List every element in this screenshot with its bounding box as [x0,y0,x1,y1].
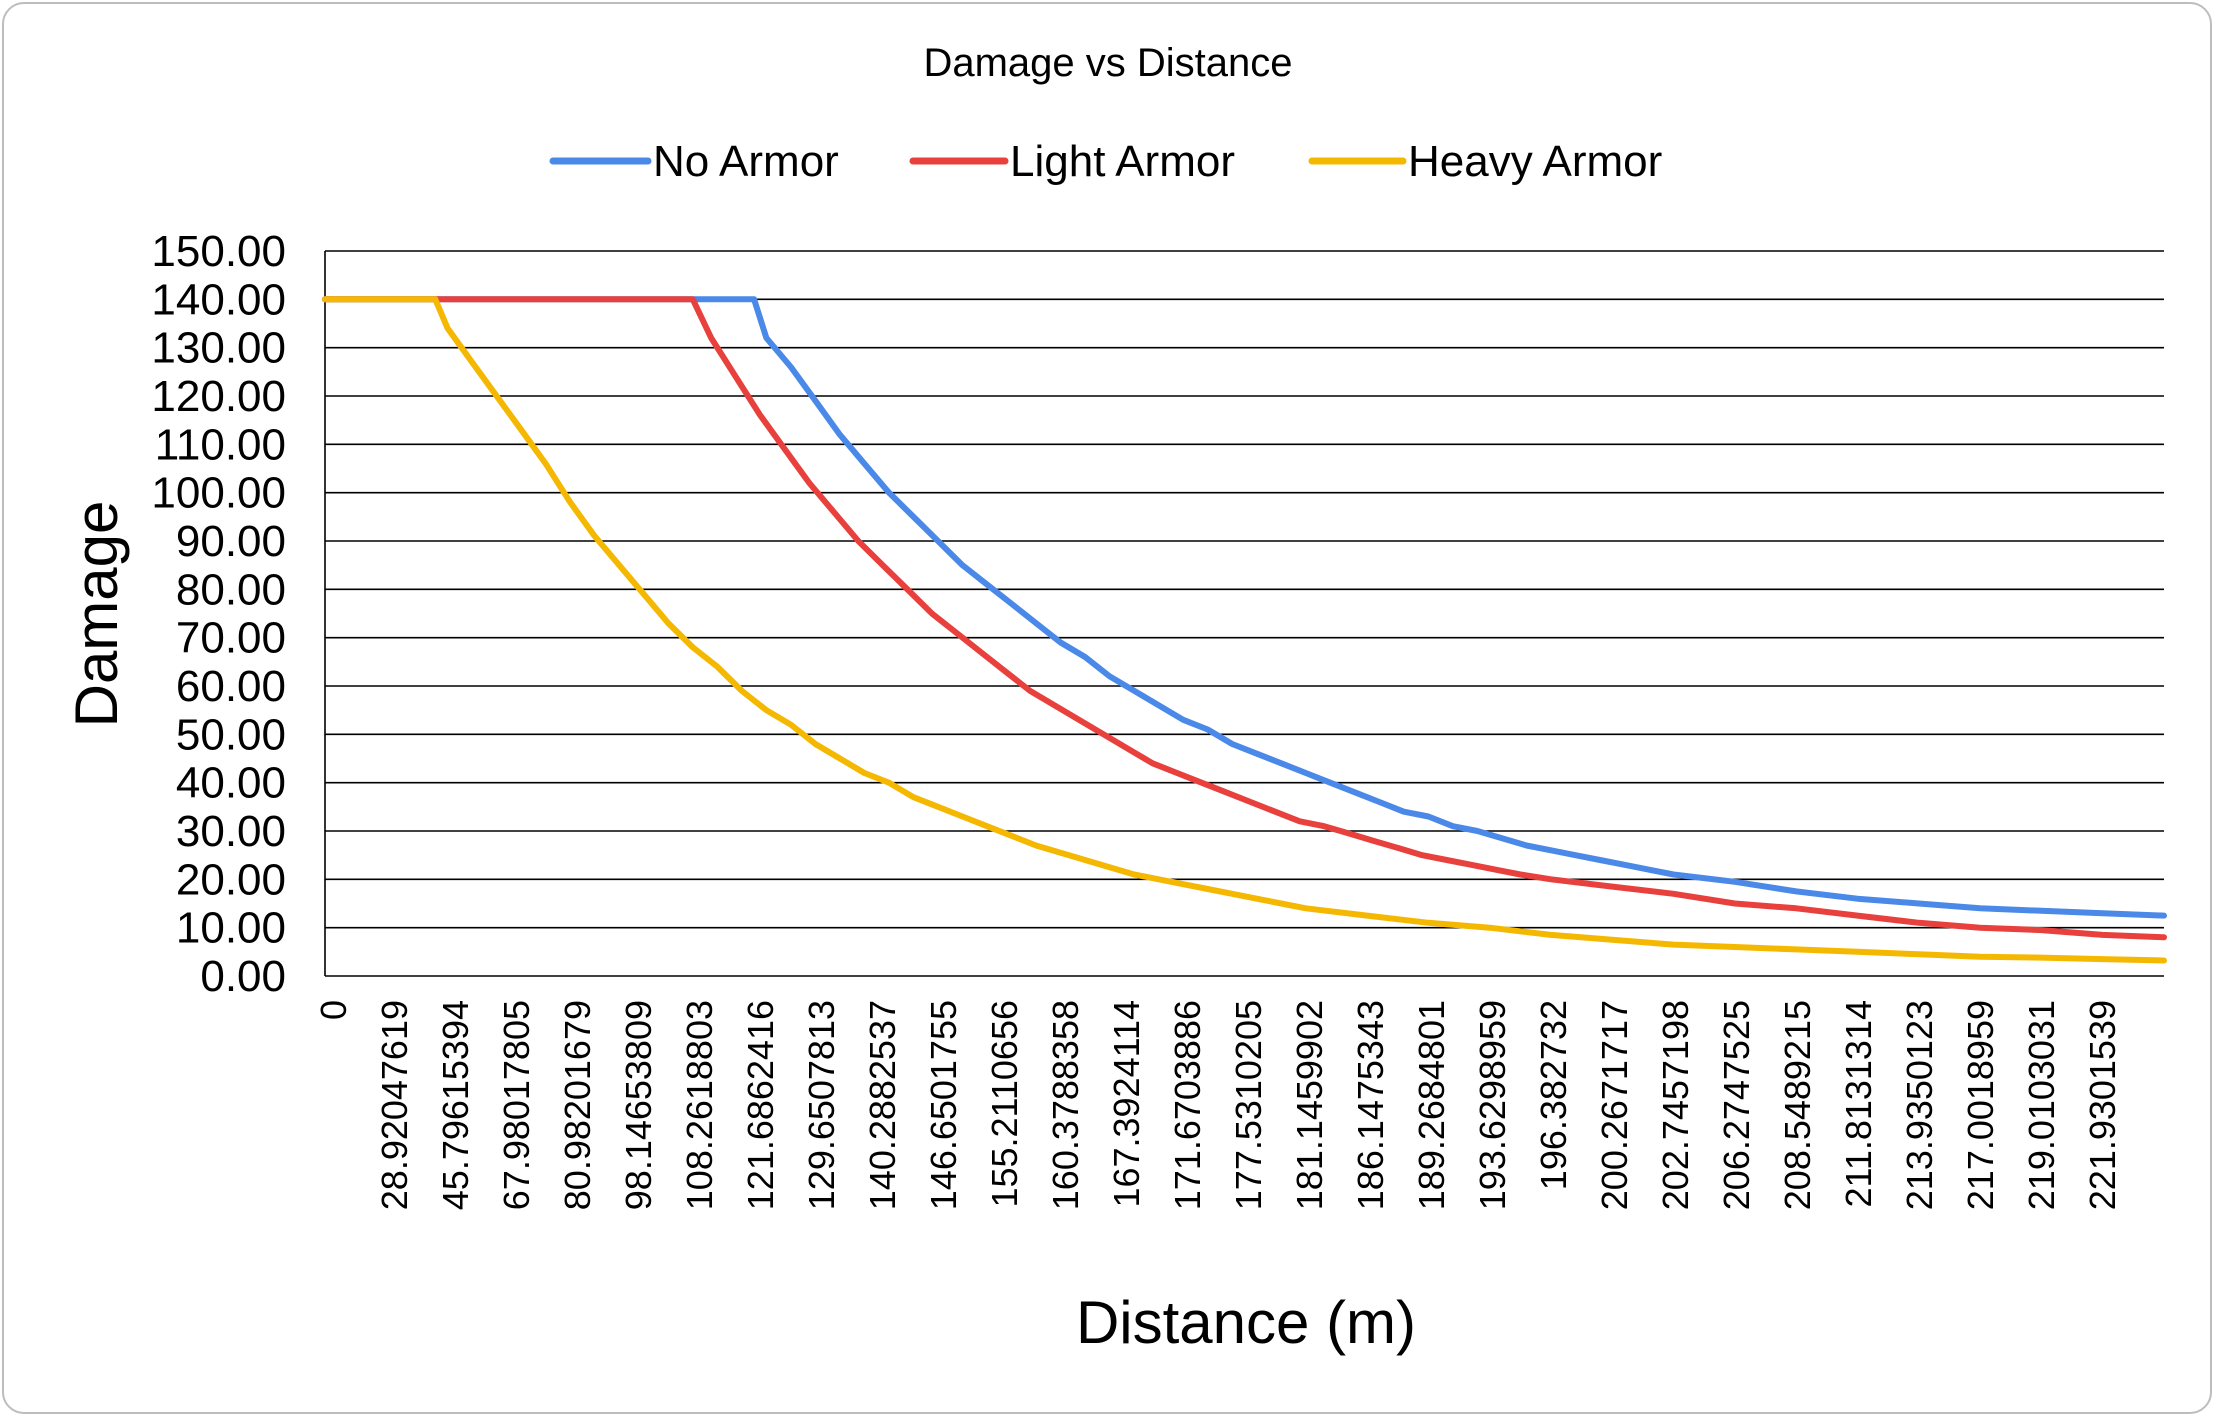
x-tick-label: 221.9301539 [2082,1000,2123,1210]
x-tick-label: 129.6507813 [801,1000,842,1210]
x-axis-ticks: 0 28.92047619 45.79615394 67.98017805 80.982… [313,1000,2123,1210]
legend-label-light-armor: Light Armor [1010,137,1235,186]
y-tick-label: 130.00 [151,324,286,373]
x-tick-label: 217.0018959 [1960,1000,2001,1210]
x-tick-label: 193.6298959 [1472,1000,1513,1210]
y-axis-ticks: 0.0010.0020.0030.0040.0050.0060.0070.008… [151,227,286,1001]
series-lines [322,296,2167,964]
x-tick-label: 28.92047619 [374,1000,415,1210]
x-tick-label: 167.3924114 [1106,1000,1147,1208]
y-axis-title: Damage [63,501,130,728]
x-tick-label: 186.1475343 [1350,1000,1391,1210]
y-tick-label: 70.00 [176,614,286,663]
x-tick-label: 202.7457198 [1655,1000,1696,1210]
y-tick-label: 140.00 [151,275,286,324]
x-tick-label: 208.5489215 [1777,1000,1818,1210]
y-tick-label: 30.00 [176,807,286,856]
x-tick-label: 177.5310205 [1228,1000,1269,1210]
y-tick-label: 10.00 [176,904,286,953]
chart-title: Damage vs Distance [923,41,1292,85]
x-tick-label: 108.2618803 [679,1000,720,1210]
y-tick-label: 120.00 [151,372,286,421]
y-tick-label: 60.00 [176,662,286,711]
x-tick-label: 155.2110656 [984,1000,1025,1208]
x-tick-label: 160.3788358 [1045,1000,1086,1210]
x-tick-label: 196.382732 [1533,1000,1574,1190]
x-tick-label: 171.6703886 [1167,1000,1208,1210]
x-tick-label: 200.2671717 [1594,1000,1635,1210]
x-tick-label: 67.98017805 [496,1000,537,1210]
legend-label-no-armor: No Armor [653,137,839,186]
y-tick-label: 80.00 [176,565,286,614]
x-tick-label: 211.8131314 [1838,1000,1879,1208]
y-tick-label: 40.00 [176,759,286,808]
x-tick-label: 213.9350123 [1899,1000,1940,1210]
x-tick-label: 80.98201679 [557,1000,598,1210]
series-line-heavy-armor [322,296,2167,964]
x-tick-label: 140.2882537 [862,1000,903,1210]
y-tick-label: 150.00 [151,227,286,276]
y-tick-label: 0.00 [200,952,286,1001]
x-tick-label: 189.2684801 [1411,1000,1452,1210]
y-tick-label: 20.00 [176,855,286,904]
series-line-light-armor [322,296,2167,941]
x-tick-label: 45.79615394 [435,1000,476,1210]
chart-legend: No Armor Light Armor Heavy Armor [549,137,1662,186]
x-tick-label: 121.6862416 [740,1000,781,1210]
x-tick-label: 146.6501755 [923,1000,964,1210]
x-tick-label: 181.1459902 [1289,1000,1330,1210]
gridlines [324,250,2164,977]
x-tick-label: 219.0103031 [2021,1000,2062,1210]
y-tick-label: 90.00 [176,517,286,566]
y-tick-label: 110.00 [155,420,286,469]
legend-label-heavy-armor: Heavy Armor [1408,137,1662,186]
x-axis-title: Distance (m) [1076,1289,1416,1356]
series-line-no-armor [322,296,2167,919]
x-tick-label: 0 [313,1000,354,1020]
x-tick-label: 206.2747525 [1716,1000,1757,1210]
y-tick-label: 100.00 [151,469,286,518]
y-tick-label: 50.00 [176,710,286,759]
x-tick-label: 98.14653809 [618,1000,659,1210]
